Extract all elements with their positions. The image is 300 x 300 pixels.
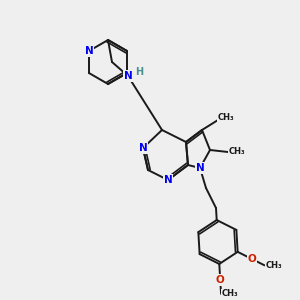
Text: CH₃: CH₃ xyxy=(229,148,245,157)
Text: N: N xyxy=(196,163,204,173)
Text: N: N xyxy=(164,175,172,185)
Text: H: H xyxy=(135,67,143,77)
Text: CH₃: CH₃ xyxy=(218,113,234,122)
Text: N: N xyxy=(85,46,93,56)
Text: CH₃: CH₃ xyxy=(222,290,238,298)
Text: CH₃: CH₃ xyxy=(265,261,282,270)
Text: N: N xyxy=(139,143,147,153)
Text: O: O xyxy=(216,275,225,285)
Text: O: O xyxy=(248,254,256,264)
Text: N: N xyxy=(124,71,132,81)
